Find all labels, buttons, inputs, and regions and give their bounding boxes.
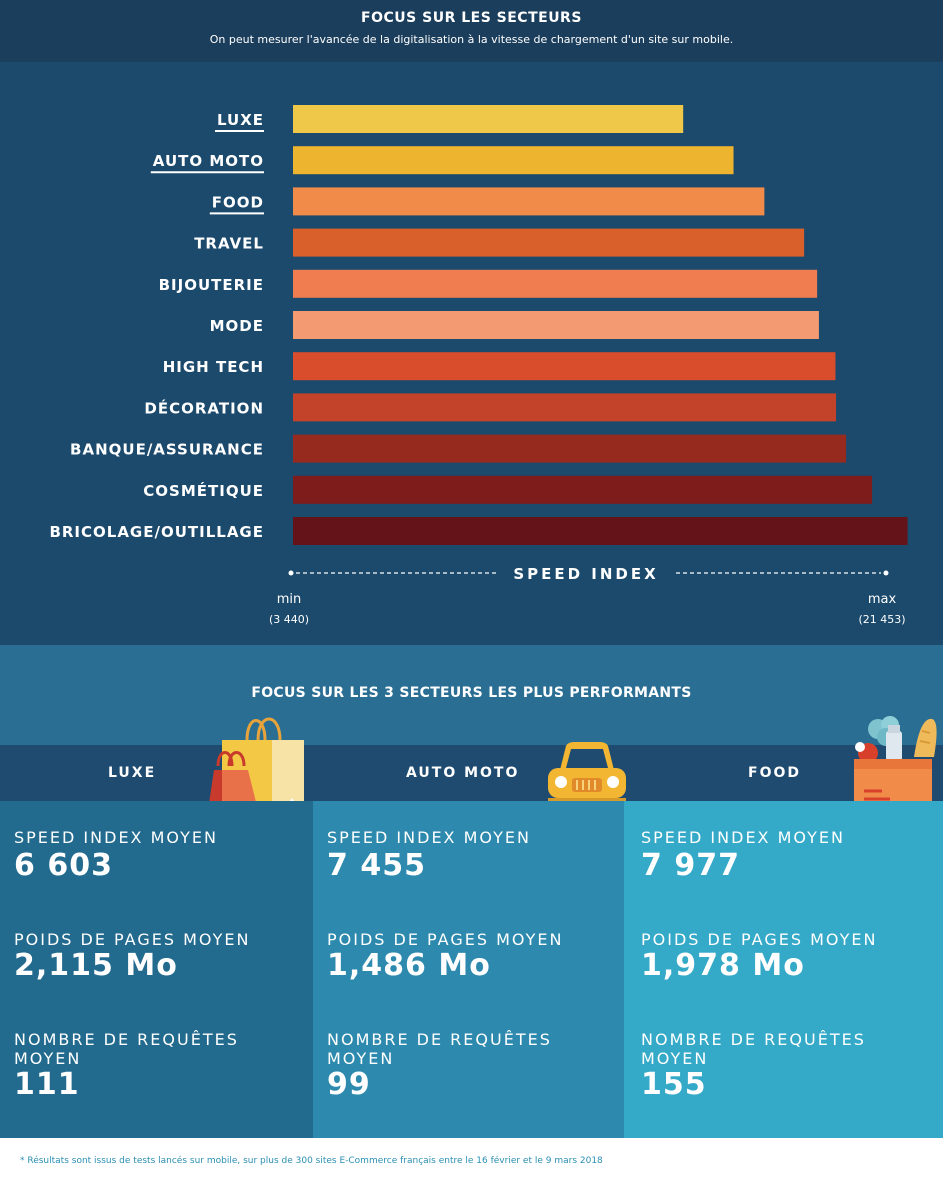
bar-travel (293, 228, 805, 257)
bar-bricolage-outillage (293, 517, 908, 545)
bar-cosmetique (293, 475, 873, 504)
bar-luxe (293, 105, 684, 133)
category-label-cosmetique: COSMÉTIQUE (143, 481, 264, 500)
axis-min-value: (3 440) (269, 613, 309, 626)
requests-value: 99 (327, 1067, 371, 1102)
speed-value: 6 603 (14, 848, 113, 883)
bar-bijouterie (293, 269, 818, 298)
axis-min-dot (288, 570, 294, 576)
sector-name-luxe: LUXE (108, 765, 157, 781)
requests-value: 155 (641, 1067, 707, 1102)
bar-banque-assurance (293, 434, 847, 463)
axis-min-label: min (277, 592, 302, 607)
category-label-food: FOOD (212, 193, 264, 211)
category-label-bijouterie: BIJOUTERIE (159, 276, 264, 294)
category-label-travel: TRAVEL (194, 235, 264, 253)
speed-label: SPEED INDEX MOYEN (641, 828, 845, 847)
axis-max-dot (883, 570, 889, 576)
weight-value: 2,115 Mo (14, 948, 178, 983)
performance-section: FOCUS SUR LES 3 SECTEURS LES PLUS PERFOR… (0, 645, 943, 745)
bar-food (293, 187, 765, 216)
weight-label: POIDS DE PAGES MOYEN (14, 930, 251, 949)
category-label-banque-assurance: BANQUE/ASSURANCE (70, 441, 264, 459)
category-label-decoration: DÉCORATION (144, 398, 264, 417)
weight-value: 1,978 Mo (641, 948, 805, 983)
speed-index-chart-panel: LUXE AUTO MOTO FOOD TRAVEL BIJOUTERIE MODE HIG… (0, 62, 943, 645)
axis-max-value: (21 453) (858, 613, 905, 626)
page-subtitle: On peut mesurer l'avancée de la digitali… (209, 33, 734, 46)
weight-label: POIDS DE PAGES MOYEN (641, 930, 878, 949)
category-label-auto-moto: AUTO MOTO (153, 152, 264, 170)
bar-mode (293, 311, 819, 339)
axis-max-label: max (868, 592, 897, 607)
sector-column-food: SPEED INDEX MOYEN 7 977 POIDS DE PAGES M… (624, 801, 943, 1138)
shopping-bags-icon (208, 717, 304, 810)
category-label-bricolage-outillage: BRICOLAGE/OUTILLAGE (49, 523, 264, 541)
grocery-bag-icon (854, 716, 937, 813)
performance-title: FOCUS SUR LES 3 SECTEURS LES PLUS PERFOR… (251, 685, 692, 701)
weight-value: 1,486 Mo (327, 948, 491, 983)
requests-label: NOMBRE DE REQUÊTES MOYEN (641, 1030, 866, 1068)
footnote: * Résultats sont issus de tests lancés s… (20, 1156, 603, 1166)
bar-decoration (293, 393, 837, 422)
page-title: FOCUS SUR LES SECTEURS (361, 10, 582, 26)
sector-name-food: FOOD (748, 765, 801, 781)
speed-label: SPEED INDEX MOYEN (327, 828, 531, 847)
sector-name-auto-moto: AUTO MOTO (406, 765, 520, 781)
bar-auto-moto (293, 146, 734, 175)
sector-column-auto-moto: SPEED INDEX MOYEN 7 455 POIDS DE PAGES M… (313, 801, 624, 1138)
sector-column-luxe: SPEED INDEX MOYEN 6 603 POIDS DE PAGES M… (0, 801, 313, 1138)
weight-label: POIDS DE PAGES MOYEN (327, 930, 564, 949)
requests-label: NOMBRE DE REQUÊTES MOYEN (14, 1030, 239, 1068)
bar-high-tech (293, 352, 836, 381)
category-label-mode: MODE (210, 317, 264, 335)
category-label-luxe: LUXE (217, 111, 264, 129)
header: FOCUS SUR LES SECTEURS On peut mesurer l… (0, 0, 943, 62)
speed-value: 7 455 (327, 848, 426, 883)
axis-label: SPEED INDEX (513, 565, 658, 583)
category-label-high-tech: HIGH TECH (163, 358, 264, 376)
requests-value: 111 (14, 1067, 80, 1102)
sector-strip: LUXE AUTO MOTO FOOD (0, 745, 943, 801)
speed-value: 7 977 (641, 848, 740, 883)
speed-label: SPEED INDEX MOYEN (14, 828, 218, 847)
requests-label: NOMBRE DE REQUÊTES MOYEN (327, 1030, 552, 1068)
speed-index-chart: LUXE AUTO MOTO FOOD TRAVEL BIJOUTERIE MODE HIG… (49, 105, 908, 626)
